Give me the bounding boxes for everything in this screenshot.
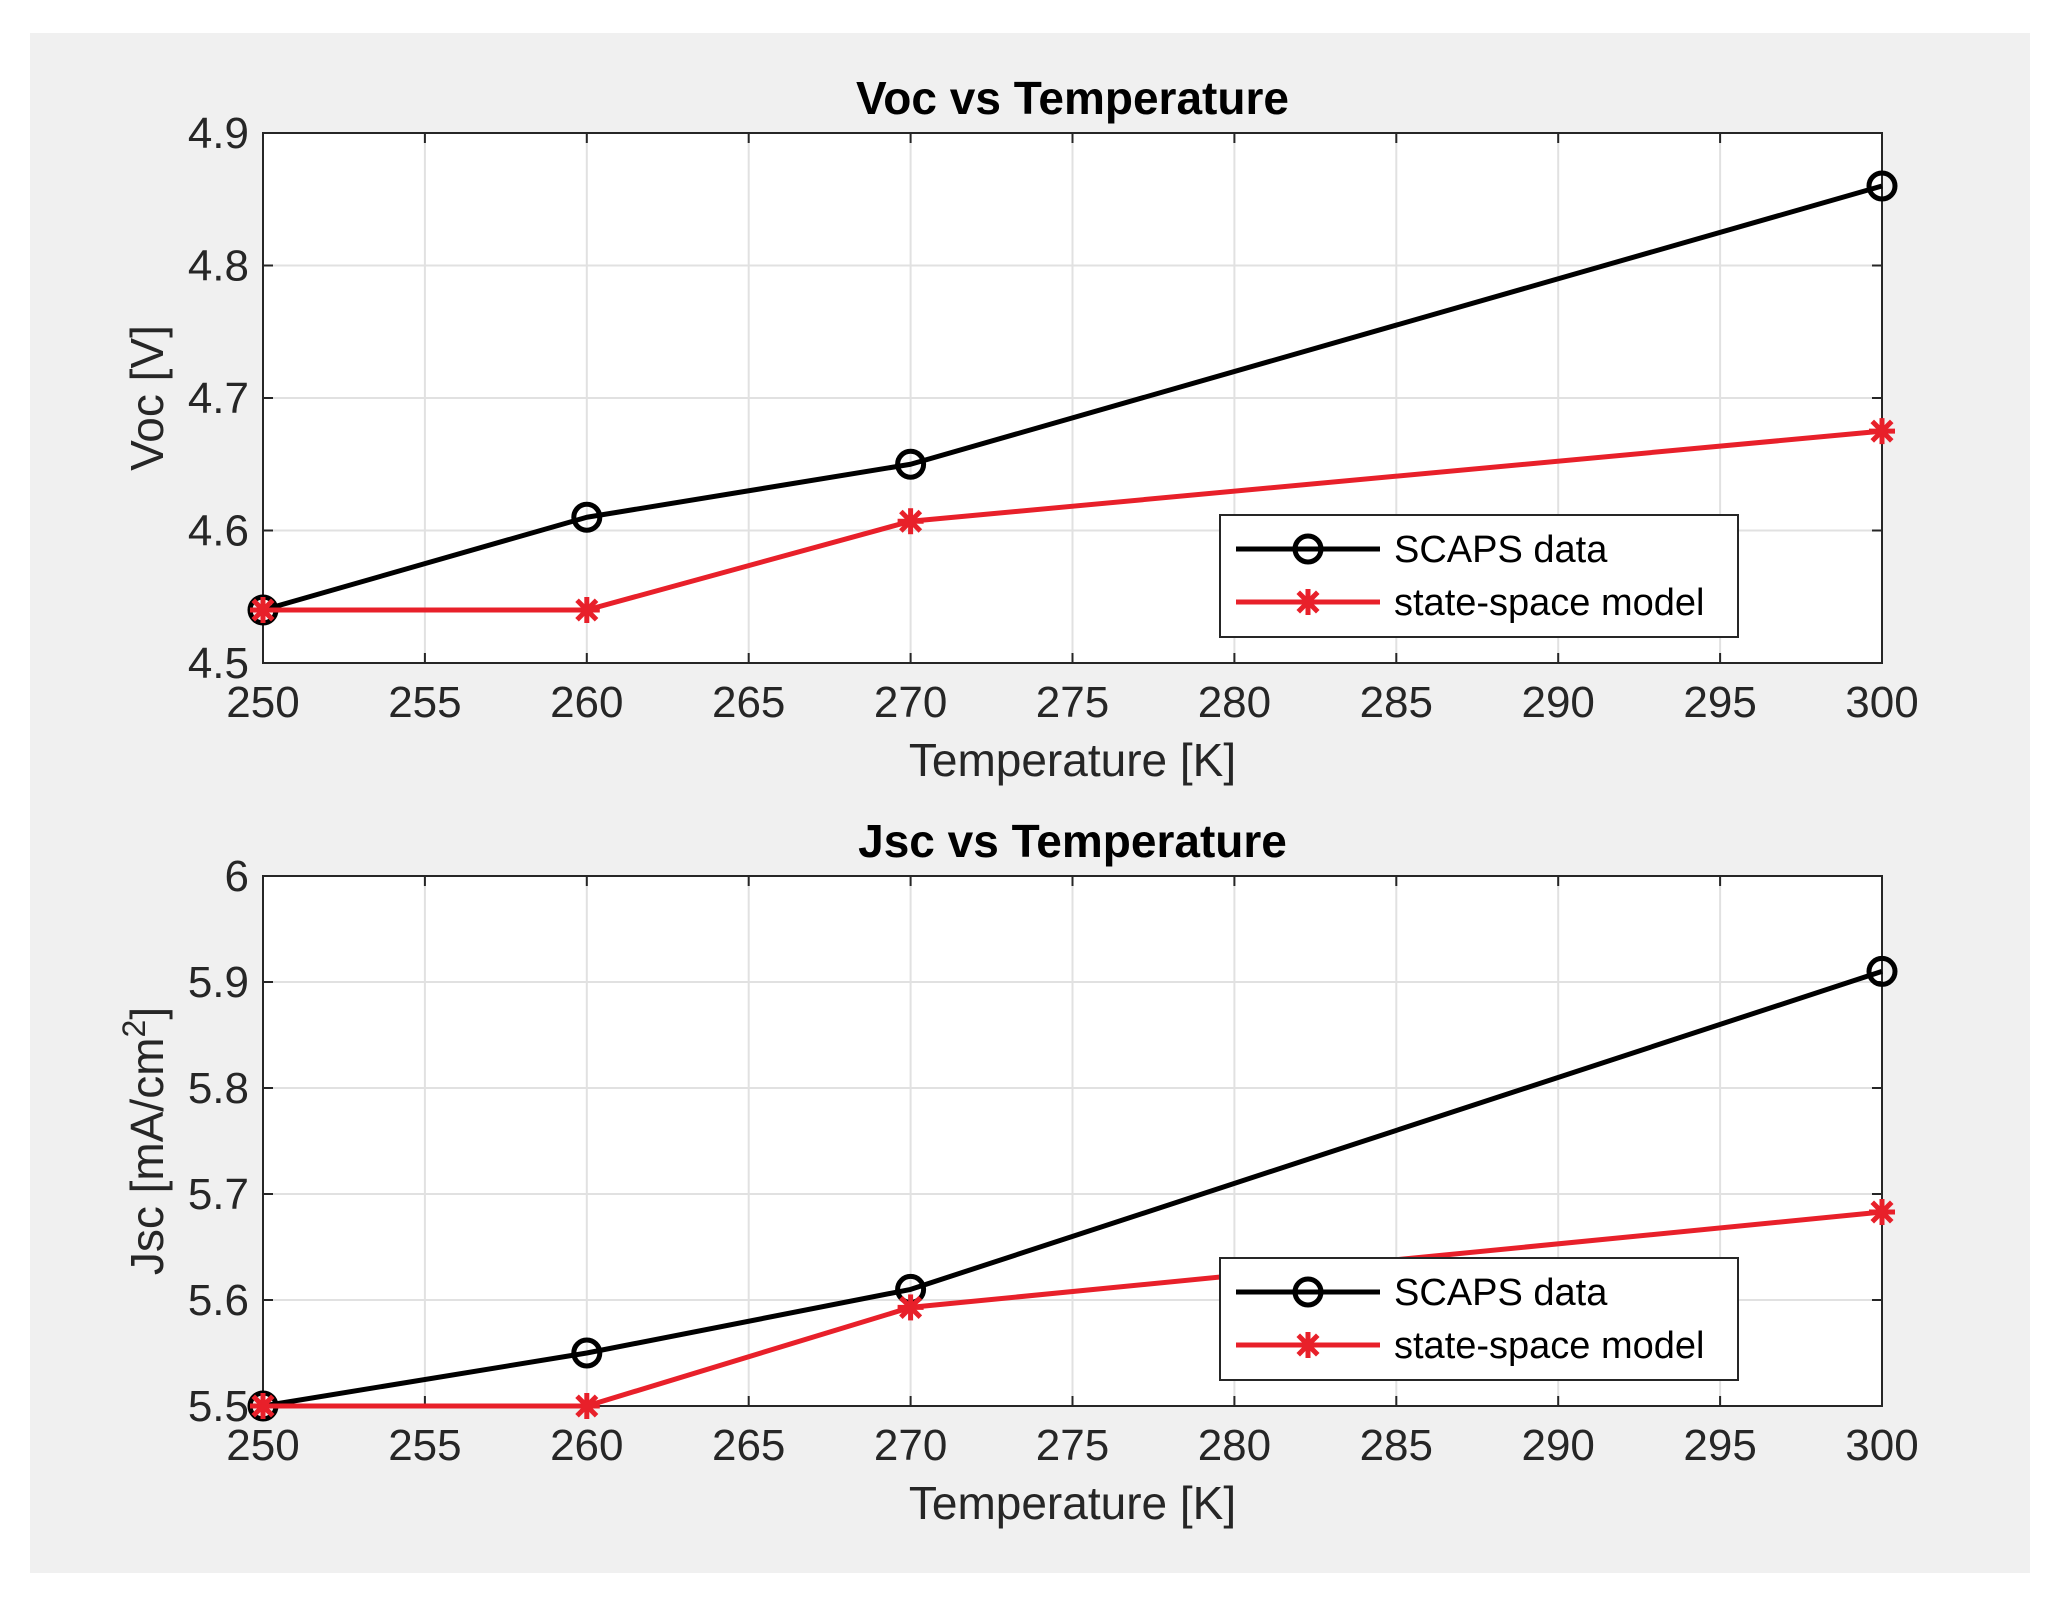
y-axis-label: Jsc [mA/cm2] <box>116 1007 173 1275</box>
y-tick-label: 4.7 <box>188 374 249 423</box>
y-tick-label: 5.9 <box>188 958 249 1007</box>
x-tick-label: 295 <box>1683 678 1756 727</box>
x-tick-label: 285 <box>1360 678 1433 727</box>
x-axis-label: Temperature [K] <box>909 1477 1236 1529</box>
data-point <box>897 1294 924 1321</box>
legend: SCAPS data state-space model <box>1219 1257 1739 1381</box>
data-point <box>1869 1199 1895 1226</box>
data-point <box>895 448 927 480</box>
data-point <box>1866 955 1898 987</box>
y-tick-label: 6 <box>225 852 249 901</box>
series-line <box>262 969 1883 1409</box>
data-point <box>571 1337 603 1369</box>
x-tick-label: 265 <box>712 678 785 727</box>
series-line <box>262 183 1883 613</box>
x-tick-label: 250 <box>226 1421 299 1470</box>
legend-marker <box>1295 589 1321 615</box>
chart-title: Voc vs Temperature <box>856 72 1289 124</box>
data-point <box>250 1393 276 1419</box>
legend-marker <box>1292 533 1324 565</box>
x-tick-label: 290 <box>1521 678 1594 727</box>
y-axis-label: Voc [V] <box>121 325 173 471</box>
data-point <box>250 597 276 623</box>
legend-label: SCAPS data <box>1394 529 1608 571</box>
legend: SCAPS data state-space model <box>1219 514 1739 638</box>
data-point <box>897 508 924 535</box>
y-tick-label: 4.5 <box>188 639 249 688</box>
y-tick-label: 5.8 <box>188 1064 249 1113</box>
legend-marker <box>1295 1332 1321 1358</box>
x-tick-label: 295 <box>1683 1421 1756 1470</box>
x-tick-label: 250 <box>226 678 299 727</box>
x-tick-label: 300 <box>1845 678 1918 727</box>
x-tick-label: 280 <box>1198 1421 1271 1470</box>
x-tick-label: 285 <box>1360 1421 1433 1470</box>
y-tick-label: 5.6 <box>188 1276 249 1325</box>
x-tick-label: 255 <box>388 678 461 727</box>
legend-label: SCAPS data <box>1394 1272 1608 1314</box>
chart-2: 250 255 260 265 270 275 280 285 290 295 300 5.5 5.6 5… <box>116 815 1919 1529</box>
y-tick-label: 4.8 <box>188 242 249 291</box>
legend-marker <box>1292 1276 1324 1308</box>
data-point <box>573 1393 600 1419</box>
x-tick-label: 265 <box>712 1421 785 1470</box>
series-line <box>263 428 1883 613</box>
x-tick-label: 275 <box>1036 678 1109 727</box>
data-point <box>1866 170 1898 202</box>
x-tick-label: 270 <box>874 1421 947 1470</box>
data-point <box>1869 418 1895 445</box>
data-point <box>573 597 600 623</box>
x-tick-label: 290 <box>1521 1421 1594 1470</box>
y-tick-label: 4.6 <box>188 507 249 556</box>
x-tick-label: 260 <box>550 678 623 727</box>
legend-label: state-space model <box>1394 1325 1705 1367</box>
x-tick-label: 280 <box>1198 678 1271 727</box>
y-tick-label: 4.9 <box>188 109 249 158</box>
x-tick-label: 275 <box>1036 1421 1109 1470</box>
x-axis-label: Temperature [K] <box>909 734 1236 786</box>
x-tick-label: 270 <box>874 678 947 727</box>
chart-title: Jsc vs Temperature <box>858 815 1287 867</box>
tick-marks <box>262 132 1883 664</box>
chart-1: 250 255 260 265 270 275 280 285 290 295 300 4.5 4.6 4… <box>121 72 1919 786</box>
legend-label: state-space model <box>1394 582 1705 624</box>
y-tick-label: 5.5 <box>188 1382 249 1431</box>
x-tick-label: 255 <box>388 1421 461 1470</box>
series-state-space-model <box>250 418 1895 623</box>
y-tick-label: 5.7 <box>188 1170 249 1219</box>
x-tick-label: 260 <box>550 1421 623 1470</box>
x-tick-label: 300 <box>1845 1421 1918 1470</box>
data-point <box>571 501 603 533</box>
